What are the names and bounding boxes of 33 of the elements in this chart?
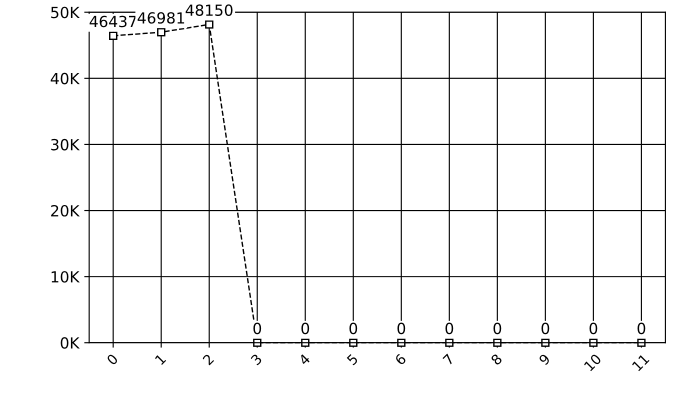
x-tick-label: 3 <box>250 353 262 366</box>
data-label: 0 <box>590 322 598 334</box>
point <box>109 32 118 40</box>
point <box>157 28 166 36</box>
data-label: 0 <box>253 322 262 334</box>
data-label: 0 <box>445 322 454 334</box>
x-tick-label: 4 <box>298 353 311 366</box>
x-tick-label: 5 <box>346 354 358 366</box>
x-tick-label: 2 <box>202 354 214 366</box>
y-tick-label: 10K <box>52 271 80 283</box>
x-tick-label: 1 <box>154 354 166 366</box>
x-tick-label: 10 <box>584 353 602 372</box>
y-tick-label: 50K <box>51 6 80 18</box>
y-tick-label: 0K <box>60 337 80 349</box>
y-tick-label: 40K <box>50 72 80 84</box>
data-label: 0 <box>397 322 406 334</box>
data-label: 46981 <box>138 12 184 24</box>
x-tick-label: 11 <box>632 354 650 372</box>
point <box>205 20 214 29</box>
data-label: 46437 <box>90 16 136 28</box>
data-label: 48150 <box>186 4 233 16</box>
x-tick-label: 7 <box>442 354 454 366</box>
data-label: 0 <box>542 322 550 334</box>
x-tick-label: 6 <box>394 353 407 366</box>
data-label: 0 <box>349 322 358 334</box>
x-tick-label: 9 <box>538 353 551 366</box>
data-label: 0 <box>493 322 502 334</box>
data-label: 0 <box>638 322 646 334</box>
x-tick-label: 0 <box>106 353 119 366</box>
y-tick-label: 20K <box>51 204 80 217</box>
y-tick-label: 30K <box>51 138 80 150</box>
data-label: 0 <box>301 322 310 334</box>
x-tick-label: 8 <box>490 353 503 366</box>
